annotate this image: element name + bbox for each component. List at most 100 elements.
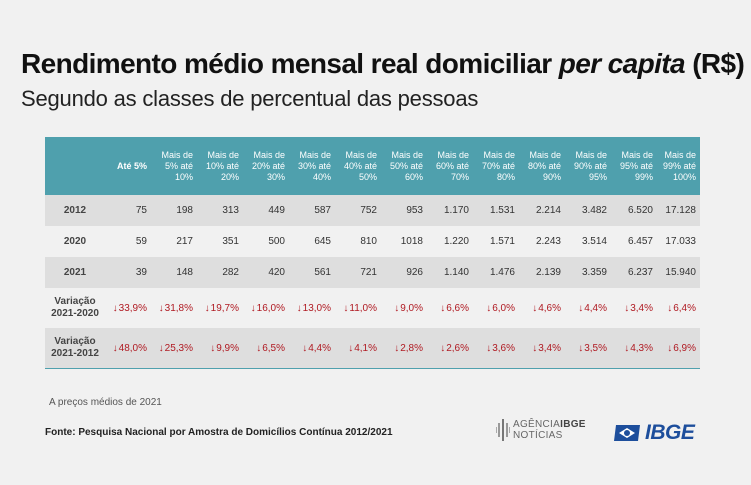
column-header: Mais de 20% até 30% bbox=[243, 137, 289, 195]
variation-cell: ↓4,1% bbox=[335, 328, 381, 369]
down-arrow-icon: ↓ bbox=[486, 302, 492, 314]
table-cell: 1.220 bbox=[427, 226, 473, 257]
variation-cell: ↓33,9% bbox=[105, 288, 151, 328]
variation-label-line1: Variação bbox=[54, 336, 96, 347]
down-arrow-icon: ↓ bbox=[343, 302, 349, 314]
variation-value: 2,6% bbox=[446, 342, 469, 354]
down-arrow-icon: ↓ bbox=[210, 342, 216, 354]
agencia-label: AGÊNCIA bbox=[513, 419, 561, 430]
table-cell: 3.359 bbox=[565, 257, 611, 288]
column-header: Até 5% bbox=[105, 137, 151, 195]
table-row: 2012 75 198 313 449 587 752 953 1.170 1.531 2.214 3… bbox=[45, 195, 700, 226]
down-arrow-icon: ↓ bbox=[578, 302, 584, 314]
variation-value: 6,6% bbox=[446, 302, 469, 314]
variation-cell: ↓19,7% bbox=[197, 288, 243, 328]
variation-cell: ↓25,3% bbox=[151, 328, 197, 369]
column-header: Mais de 60% até 70% bbox=[427, 137, 473, 195]
ibge-wordmark: IBGE bbox=[645, 421, 695, 444]
table-cell: 313 bbox=[197, 195, 243, 226]
table-cell: 587 bbox=[289, 195, 335, 226]
variation-value: 25,3% bbox=[164, 342, 193, 354]
column-header: Mais de 40% até 50% bbox=[335, 137, 381, 195]
table-cell: 39 bbox=[105, 257, 151, 288]
column-header: Mais de 95% até 99% bbox=[611, 137, 657, 195]
table-cell: 75 bbox=[105, 195, 151, 226]
table-row: 2021 39 148 282 420 561 721 926 1.140 1.476 2.139 3… bbox=[45, 257, 700, 288]
table-cell: 217 bbox=[151, 226, 197, 257]
row-label: 2012 bbox=[45, 195, 105, 226]
variation-label-line2: 2021-2020 bbox=[51, 308, 99, 319]
table-cell: 6.457 bbox=[611, 226, 657, 257]
down-arrow-icon: ↓ bbox=[532, 302, 538, 314]
variation-cell: ↓4,4% bbox=[565, 288, 611, 328]
column-header: Mais de 10% até 20% bbox=[197, 137, 243, 195]
header-corner bbox=[45, 137, 105, 195]
price-note: A preços médios de 2021 bbox=[49, 397, 162, 408]
table-cell: 449 bbox=[243, 195, 289, 226]
table-cell: 351 bbox=[197, 226, 243, 257]
variation-label: Variação 2021-2020 bbox=[45, 288, 105, 328]
title-unit: (R$) bbox=[692, 48, 745, 79]
variation-label: Variação 2021-2012 bbox=[45, 328, 105, 369]
variation-value: 3,4% bbox=[630, 302, 653, 314]
table-cell: 17.128 bbox=[657, 195, 700, 226]
table-cell: 59 bbox=[105, 226, 151, 257]
table-header-row: Até 5% Mais de 5% até 10% Mais de 10% até … bbox=[45, 137, 700, 195]
table-cell: 3.482 bbox=[565, 195, 611, 226]
source-note: Fonte: Pesquisa Nacional por Amostra de … bbox=[45, 427, 393, 438]
ibge-logo: IBGE bbox=[612, 421, 695, 445]
down-arrow-icon: ↓ bbox=[440, 302, 446, 314]
down-arrow-icon: ↓ bbox=[348, 342, 354, 354]
variation-value: 33,9% bbox=[118, 302, 147, 314]
variation-cell: ↓3,4% bbox=[611, 288, 657, 328]
agencia-logo-icon bbox=[496, 419, 510, 441]
table-cell: 645 bbox=[289, 226, 335, 257]
table-cell: 1.170 bbox=[427, 195, 473, 226]
down-arrow-icon: ↓ bbox=[112, 302, 118, 314]
variation-row: Variação 2021-2020 ↓33,9% ↓31,8% ↓19,7% ↓16,0… bbox=[45, 288, 700, 328]
column-header: Mais de 70% até 80% bbox=[473, 137, 519, 195]
variation-value: 4,1% bbox=[354, 342, 377, 354]
down-arrow-icon: ↓ bbox=[667, 342, 673, 354]
table-cell: 1.140 bbox=[427, 257, 473, 288]
table-cell: 6.520 bbox=[611, 195, 657, 226]
column-header: Mais de 30% até 40% bbox=[289, 137, 335, 195]
table-cell: 721 bbox=[335, 257, 381, 288]
variation-cell: ↓2,8% bbox=[381, 328, 427, 369]
variation-cell: ↓31,8% bbox=[151, 288, 197, 328]
table-cell: 3.514 bbox=[565, 226, 611, 257]
variation-cell: ↓6,9% bbox=[657, 328, 700, 369]
down-arrow-icon: ↓ bbox=[624, 302, 630, 314]
variation-value: 6,5% bbox=[262, 342, 285, 354]
variation-cell: ↓6,6% bbox=[427, 288, 473, 328]
variation-cell: ↓6,4% bbox=[657, 288, 700, 328]
down-arrow-icon: ↓ bbox=[486, 342, 492, 354]
column-header: Mais de 50% até 60% bbox=[381, 137, 427, 195]
row-label: 2020 bbox=[45, 226, 105, 257]
variation-cell: ↓6,0% bbox=[473, 288, 519, 328]
noticias-label: NOTÍCIAS bbox=[513, 430, 563, 441]
table-cell: 1.571 bbox=[473, 226, 519, 257]
column-header: Mais de 5% até 10% bbox=[151, 137, 197, 195]
down-arrow-icon: ↓ bbox=[394, 302, 400, 314]
variation-value: 31,8% bbox=[164, 302, 193, 314]
agencia-ibge-logo: AGÊNCIAIBGE NOTÍCIAS bbox=[496, 419, 586, 441]
title-text: Rendimento médio mensal real domiciliar bbox=[21, 48, 552, 79]
table-cell: 2.243 bbox=[519, 226, 565, 257]
variation-value: 2,8% bbox=[400, 342, 423, 354]
page-title: Rendimento médio mensal real domiciliar … bbox=[21, 48, 745, 80]
page-subtitle: Segundo as classes de percentual das pes… bbox=[21, 86, 479, 111]
variation-cell: ↓4,6% bbox=[519, 288, 565, 328]
variation-label-line1: Variação bbox=[54, 296, 96, 307]
variation-row: Variação 2021-2012 ↓48,0% ↓25,3% ↓9,9% ↓6,5% ↓… bbox=[45, 328, 700, 369]
table-row: 2020 59 217 351 500 645 810 1018 1.220 1.571 2.243… bbox=[45, 226, 700, 257]
down-arrow-icon: ↓ bbox=[158, 342, 164, 354]
variation-value: 48,0% bbox=[118, 342, 147, 354]
variation-value: 9,0% bbox=[400, 302, 423, 314]
down-arrow-icon: ↓ bbox=[302, 342, 308, 354]
table-cell: 198 bbox=[151, 195, 197, 226]
variation-value: 16,0% bbox=[256, 302, 285, 314]
table-cell: 15.940 bbox=[657, 257, 700, 288]
variation-cell: ↓6,5% bbox=[243, 328, 289, 369]
variation-cell: ↓16,0% bbox=[243, 288, 289, 328]
